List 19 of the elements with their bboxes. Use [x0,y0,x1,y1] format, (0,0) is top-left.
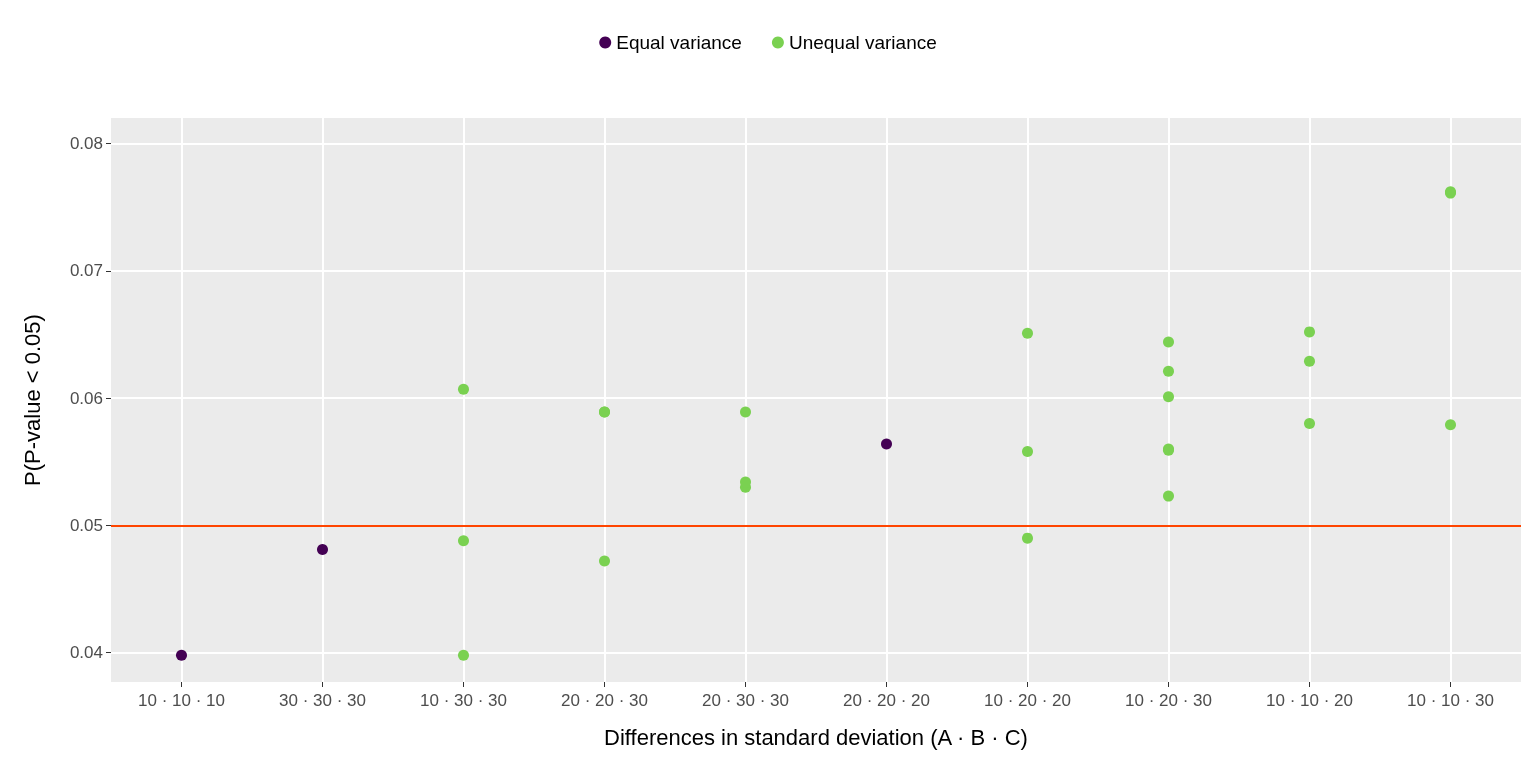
x-tick-label: 20 · 30 · 30 [702,691,789,710]
x-tick-label: 30 · 30 · 30 [279,691,366,710]
x-tick-label: 10 · 10 · 20 [1266,691,1353,710]
x-tick-label: 10 · 10 · 10 [138,691,225,710]
x-tick-label: 10 · 10 · 30 [1407,691,1494,710]
legend-label: Unequal variance [788,32,937,53]
y-tick-label: 0.05 [69,515,103,535]
y-tick-label: 0.06 [69,388,103,408]
y-tick-label: 0.07 [69,261,103,281]
x-tick-label: 20 · 20 · 30 [561,691,648,710]
legend-label: Equal variance [616,32,742,53]
x-tick-label: 10 · 20 · 30 [1125,691,1212,710]
y-axis-title: P(P-value < 0.05) [19,314,45,486]
x-tick-label: 20 · 20 · 20 [843,691,930,710]
x-tick-label: 10 · 20 · 20 [984,691,1071,710]
x-tick-label: 10 · 30 · 30 [420,691,507,710]
y-tick-label: 0.08 [69,133,103,153]
x-axis-title: Differences in standard deviation (A · B · C) [604,724,1028,750]
y-tick-label: 0.04 [69,643,103,663]
